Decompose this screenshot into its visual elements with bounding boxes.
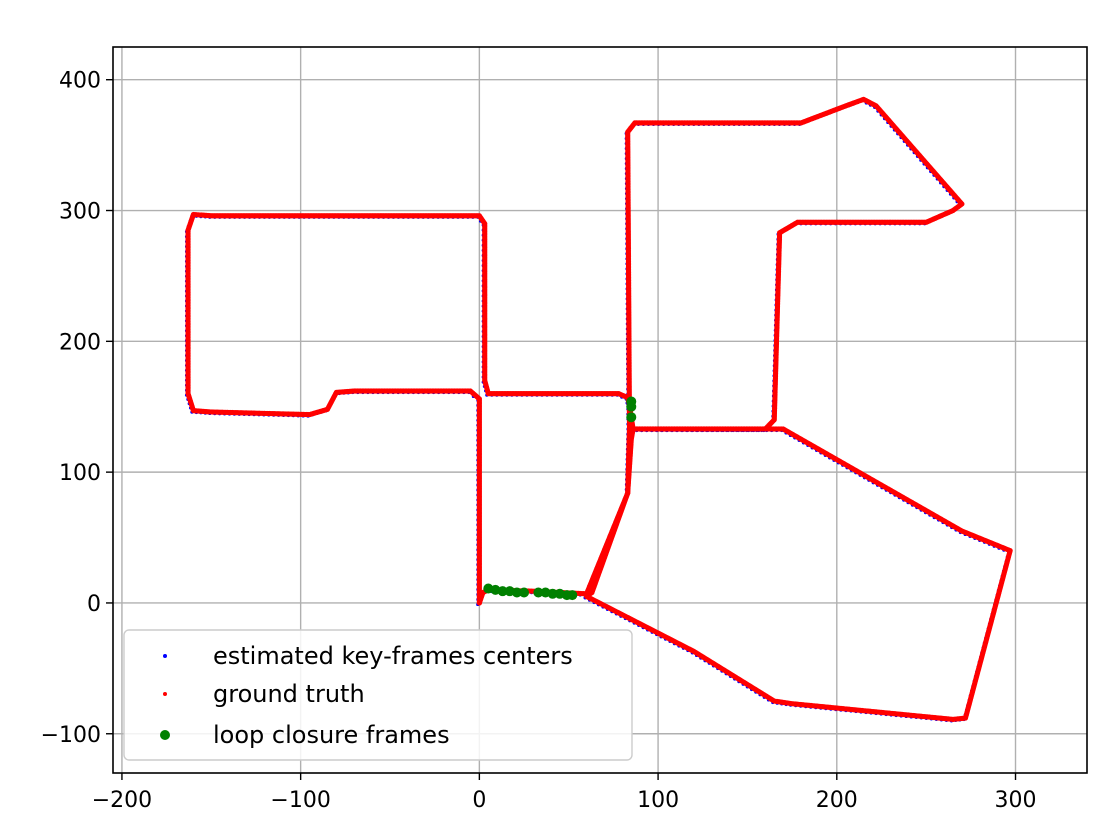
- y-tick-label: 100: [59, 461, 101, 486]
- legend-marker-ground-truth: [163, 692, 167, 696]
- legend-marker-estimated: [163, 654, 167, 658]
- y-tick-label: −100: [41, 723, 101, 748]
- y-tick-label: 0: [87, 592, 101, 617]
- y-tick-label: 300: [59, 200, 101, 225]
- series-layer: [184, 96, 1013, 723]
- loop-closure-point: [497, 586, 508, 597]
- legend-box: [123, 629, 633, 761]
- x-tick-label: 0: [472, 788, 486, 813]
- x-tick-label: 100: [637, 788, 679, 813]
- loop-closure-point: [519, 587, 530, 598]
- series-1: [185, 96, 1013, 722]
- y-tick-label: 400: [59, 69, 101, 94]
- loop-closure-point: [547, 588, 558, 599]
- x-tick-label: 300: [995, 788, 1037, 813]
- loop-closure-point: [567, 590, 578, 601]
- loop-closure-point: [533, 587, 544, 598]
- legend-label-ground-truth: ground truth: [213, 680, 365, 708]
- point: [476, 600, 482, 606]
- legend-marker-loop-closure: [160, 730, 170, 740]
- axes-frame: [112, 46, 1088, 774]
- x-tick-label: −200: [92, 788, 152, 813]
- series-2: [483, 396, 637, 601]
- ticks: −200 −100 0 100 200 300 −100 0 100 200 300 400: [41, 69, 1037, 813]
- legend-label-loop-closure: loop closure frames: [213, 721, 450, 749]
- legend: estimated key-frames centers ground trut…: [123, 629, 633, 761]
- loop-closure-point: [626, 401, 637, 412]
- x-tick-label: −100: [270, 788, 330, 813]
- legend-label-estimated: estimated key-frames centers: [213, 642, 573, 670]
- loop-closure-point: [511, 587, 522, 598]
- x-tick-label: 200: [816, 788, 858, 813]
- loop-closure-point: [626, 412, 637, 423]
- y-tick-label: 200: [59, 330, 101, 355]
- series-0: [184, 99, 1011, 723]
